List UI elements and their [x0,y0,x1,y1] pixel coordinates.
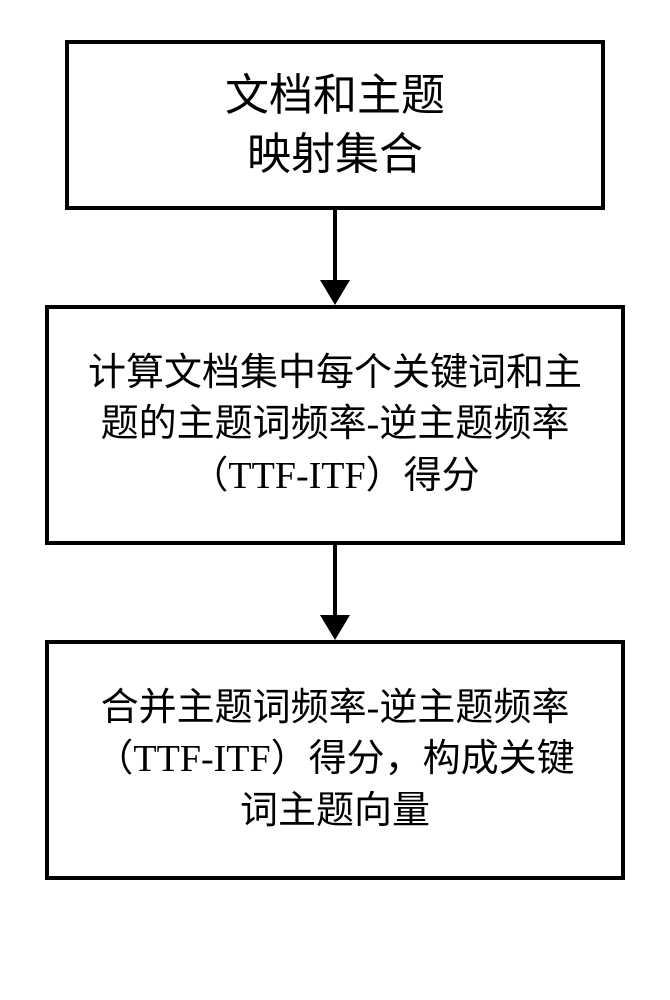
arrow-head-icon [320,615,350,640]
node-3-text: 合并主题词频率-逆主题频率（TTF-ITF）得分，构成关键词主题向量 [79,683,591,837]
node-1-text: 文档和主题映射集合 [225,66,445,185]
arrow-1 [320,210,350,305]
flowchart-node-2: 计算文档集中每个关键词和主题的主题词频率-逆主题频率（TTF-ITF）得分 [45,305,625,545]
flowchart-node-3: 合并主题词频率-逆主题频率（TTF-ITF）得分，构成关键词主题向量 [45,640,625,880]
arrow-2 [320,545,350,640]
arrow-line-icon [333,545,337,615]
arrow-head-icon [320,280,350,305]
flowchart-node-1: 文档和主题映射集合 [65,40,605,210]
node-2-text: 计算文档集中每个关键词和主题的主题词频率-逆主题频率（TTF-ITF）得分 [79,348,591,502]
arrow-line-icon [333,210,337,280]
flowchart-container: 文档和主题映射集合 计算文档集中每个关键词和主题的主题词频率-逆主题频率（TTF… [0,40,670,880]
